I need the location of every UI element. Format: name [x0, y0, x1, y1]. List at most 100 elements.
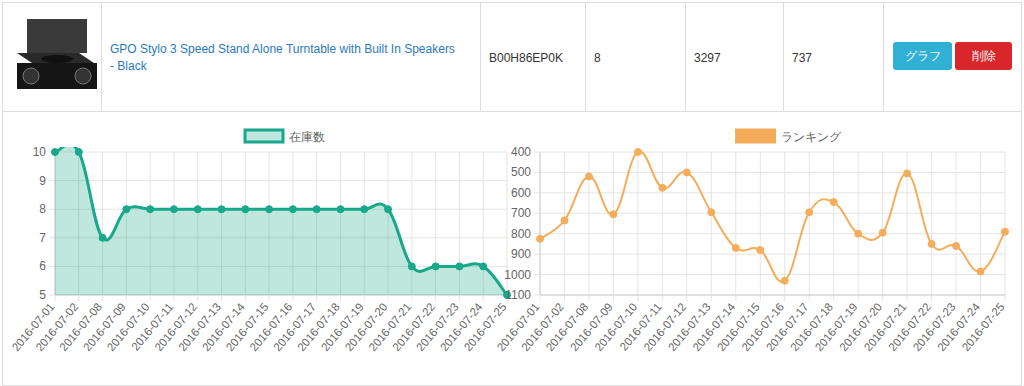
line — [540, 151, 1005, 281]
point — [610, 211, 617, 218]
y-tick-label: 700 — [511, 206, 531, 220]
point — [99, 234, 106, 241]
x-axis — [540, 295, 1005, 296]
grid-line-x — [735, 152, 736, 301]
speaker — [75, 68, 91, 84]
line — [55, 147, 507, 295]
grid-line-x — [662, 152, 663, 301]
grid-line-x — [956, 152, 957, 301]
y-tick-label: 8 — [39, 202, 46, 216]
grid-line-y — [534, 233, 1005, 234]
point — [879, 229, 886, 236]
asin: B00H86EP0K — [489, 51, 563, 65]
grid-line-x — [1005, 152, 1006, 301]
asin-cell: B00H86EP0K — [480, 2, 586, 112]
y-tick-label: 7 — [39, 231, 46, 245]
point — [432, 263, 439, 270]
point — [928, 240, 935, 247]
point — [408, 263, 415, 270]
y-tick-label: 1000 — [504, 268, 531, 282]
grid-line-x — [931, 152, 932, 301]
point — [781, 277, 788, 284]
value-cell: 737 — [783, 2, 884, 112]
grid-line-x — [809, 152, 810, 301]
grid-line-y — [49, 152, 507, 153]
point — [147, 206, 154, 213]
point — [361, 206, 368, 213]
y-tick-label: 800 — [511, 227, 531, 241]
point — [683, 169, 690, 176]
legend-swatch — [245, 130, 283, 142]
point — [170, 206, 177, 213]
y-tick-label: 5 — [39, 288, 46, 302]
point — [337, 206, 344, 213]
grid-line-x — [858, 152, 859, 301]
grid-line-x — [540, 152, 541, 301]
x-tick-label: 2016-07-25 — [960, 301, 1007, 354]
point — [806, 209, 813, 216]
charts: 56789102016-07-012016-07-022016-07-08201… — [0, 0, 1024, 386]
grid-line-y — [534, 213, 1005, 214]
y-tick-label: 6 — [39, 259, 46, 273]
grid-line-x — [564, 152, 565, 301]
legend-swatch — [737, 130, 775, 142]
y-tick-label: 10 — [33, 145, 47, 159]
point — [75, 149, 82, 156]
image-cell — [2, 2, 102, 112]
product-title[interactable]: GPO Stylo 3 Speed Stand Alone Turntable … — [110, 41, 460, 75]
grid-line-x — [711, 152, 712, 301]
value: 8 — [594, 51, 601, 65]
point — [953, 242, 960, 249]
grid-line-x — [980, 152, 981, 301]
grid-line-y — [49, 180, 507, 181]
point — [830, 199, 837, 206]
value: 3297 — [694, 51, 721, 65]
value-cell: 8 — [585, 2, 686, 112]
y-tick-label: 500 — [511, 165, 531, 179]
point — [585, 173, 592, 180]
point — [266, 206, 273, 213]
point — [52, 149, 59, 156]
grid-line-x — [833, 152, 834, 301]
point — [456, 263, 463, 270]
y-tick-label: 600 — [511, 186, 531, 200]
point — [634, 149, 641, 156]
product-image — [9, 13, 105, 93]
grid-line-x — [760, 152, 761, 301]
grid-line-x — [882, 152, 883, 301]
point — [757, 247, 764, 254]
grid-line-y — [534, 172, 1005, 173]
plot-area — [52, 147, 511, 299]
point — [123, 206, 130, 213]
grid-line-y — [534, 152, 1005, 153]
point — [659, 184, 666, 191]
point — [194, 206, 201, 213]
legend-label: 在庫数 — [289, 130, 325, 144]
grid-line-x — [637, 152, 638, 301]
point — [218, 206, 225, 213]
point — [385, 206, 392, 213]
point — [289, 206, 296, 213]
grid-line-y — [534, 254, 1005, 255]
y-tick-label: 400 — [511, 145, 531, 159]
value: 737 — [792, 51, 812, 65]
button[interactable]: 削除 — [955, 42, 1012, 70]
point — [1002, 228, 1009, 235]
y-tick-label: 9 — [39, 174, 46, 188]
button[interactable]: グラフ — [893, 42, 952, 70]
point — [242, 206, 249, 213]
point — [904, 170, 911, 177]
grid-line-y — [534, 192, 1005, 193]
turntable-body — [17, 63, 97, 89]
area-fill — [55, 147, 507, 295]
grid-line-x — [613, 152, 614, 301]
point — [537, 235, 544, 242]
point — [561, 217, 568, 224]
chart: 400500600700800900100011002016-07-012016… — [495, 130, 1009, 353]
title-cell: GPO Stylo 3 Speed Stand Alone Turntable … — [101, 2, 481, 112]
y-tick-label: 1100 — [505, 288, 531, 302]
point — [732, 245, 739, 252]
legend-label: ランキング — [781, 130, 842, 144]
point — [708, 209, 715, 216]
point — [855, 230, 862, 237]
